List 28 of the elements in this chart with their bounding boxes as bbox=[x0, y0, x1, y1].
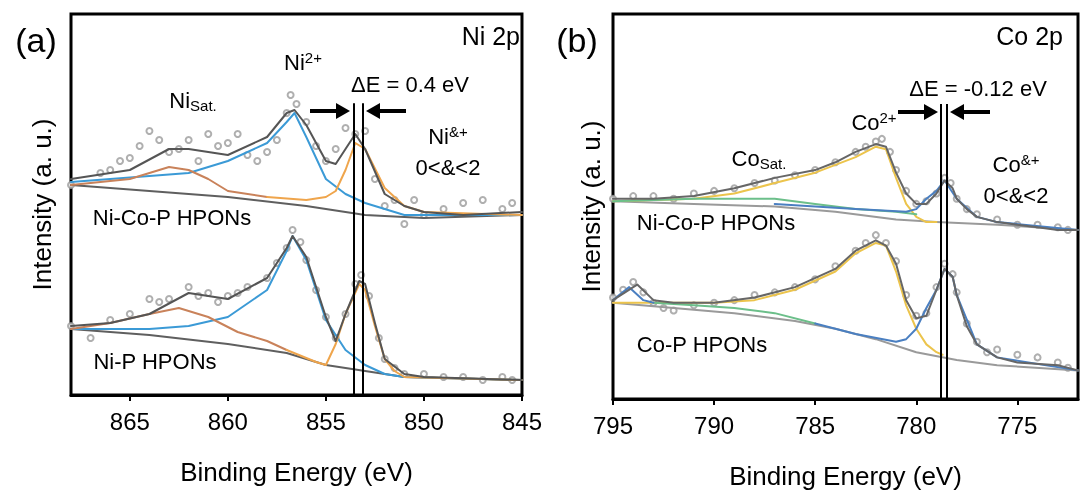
text: (b) bbox=[556, 21, 598, 59]
annotation: Ni-Co-P HPONs bbox=[636, 209, 796, 235]
annotation: Ni-P HPONs bbox=[93, 348, 217, 374]
x-axis-title: Binding Energy (eV) bbox=[180, 457, 413, 487]
y-axis-title: Intensity (a. u.) bbox=[27, 118, 57, 291]
annotation: ΔE = 0.4 eV bbox=[350, 71, 470, 97]
text: (a) bbox=[15, 21, 57, 59]
annotation: Co&+ bbox=[992, 150, 1040, 177]
annotation: 0<&<2 bbox=[983, 182, 1049, 208]
x-tick-label: 855 bbox=[305, 407, 346, 435]
x-tick-label: 860 bbox=[207, 407, 248, 435]
text: ΔE = -0.12 eV bbox=[909, 75, 1048, 101]
x-axis-title: Binding Energy (eV) bbox=[729, 461, 962, 491]
annotation: Ni&+ bbox=[428, 122, 469, 149]
annotation: Co-P HPONs bbox=[636, 331, 768, 357]
x-tick-label: 780 bbox=[896, 411, 937, 439]
chart-title: Co 2p bbox=[996, 21, 1064, 50]
annotation: Ni-Co-P HPONs bbox=[92, 204, 252, 230]
x-tick-label: 795 bbox=[592, 411, 634, 439]
x-tick-label: 850 bbox=[403, 407, 444, 435]
x-tick-label: 790 bbox=[694, 411, 735, 439]
x-tick-label: 775 bbox=[997, 411, 1038, 439]
y-axis-title: Intensity (a. u.) bbox=[576, 120, 606, 293]
chart-title: Ni 2p bbox=[461, 21, 521, 50]
x-tick-label: 845 bbox=[501, 407, 542, 435]
x-tick-label: 785 bbox=[795, 411, 836, 439]
x-tick-label: 865 bbox=[109, 407, 150, 435]
annotation: 0<&<2 bbox=[415, 154, 481, 180]
